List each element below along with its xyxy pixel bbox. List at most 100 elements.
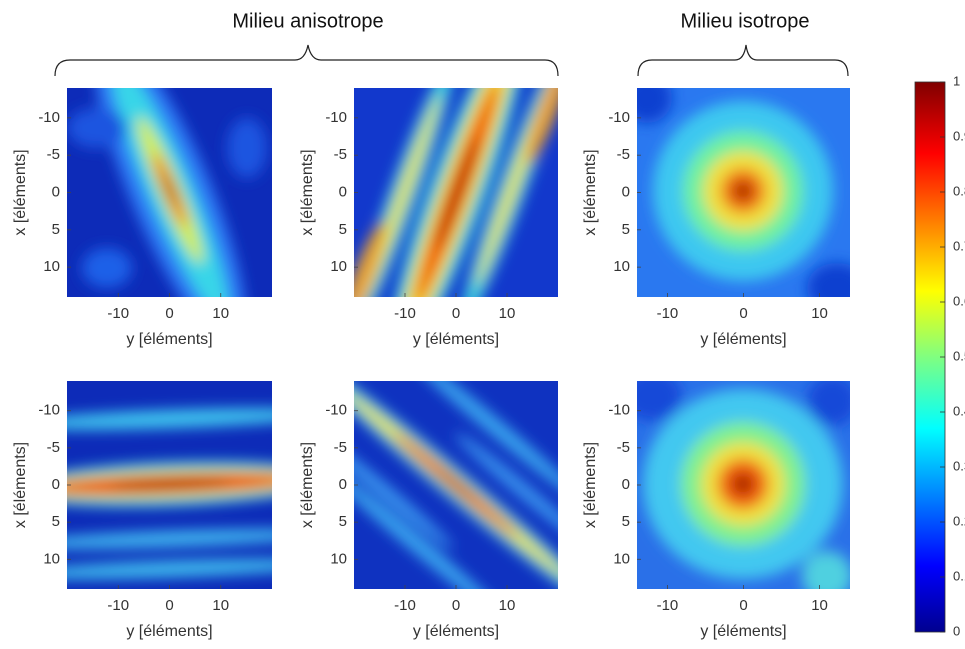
group-label: Milieu anisotrope xyxy=(232,10,383,32)
x-axis-label: y [éléments] xyxy=(700,331,786,348)
x-tick-label: 10 xyxy=(499,305,516,322)
y-tick-label: -5 xyxy=(334,146,347,163)
x-axis-label: y [éléments] xyxy=(413,623,499,640)
y-tick-label: 5 xyxy=(52,221,60,238)
y-tick-label: -5 xyxy=(617,439,630,456)
heat-region xyxy=(637,88,672,123)
y-tick-label: -5 xyxy=(617,146,630,163)
x-tick-label: 10 xyxy=(499,597,516,614)
colorbar-tick-label: 1 xyxy=(953,73,960,88)
heatmap xyxy=(637,88,850,297)
x-tick-label: 0 xyxy=(452,305,460,322)
y-tick-label: 0 xyxy=(52,476,60,493)
y-tick-label: 5 xyxy=(622,513,630,530)
y-tick-label: 10 xyxy=(330,258,347,275)
heat-region xyxy=(454,432,558,550)
colorbar-tick-label: 0.5 xyxy=(953,348,965,363)
heatmap-field xyxy=(67,88,267,297)
heat-region xyxy=(227,118,267,178)
colorbar-tick-label: 0.7 xyxy=(953,238,965,253)
y-tick-label: 5 xyxy=(339,513,347,530)
heat-region xyxy=(354,432,454,550)
y-tick-label: -10 xyxy=(325,109,347,126)
x-tick-label: 10 xyxy=(212,305,229,322)
y-tick-label: 5 xyxy=(52,513,60,530)
heatmap xyxy=(354,88,558,297)
x-tick-label: 0 xyxy=(452,597,460,614)
y-axis-label: x [éléments] xyxy=(582,442,599,528)
bracket xyxy=(637,44,849,77)
y-tick-label: -10 xyxy=(325,402,347,419)
heat-region xyxy=(67,559,272,579)
y-tick-label: -5 xyxy=(47,439,60,456)
x-tick-label: 0 xyxy=(165,305,173,322)
x-tick-label: -10 xyxy=(394,597,416,614)
heat-region xyxy=(733,474,753,494)
colorbar-tick-label: 0.6 xyxy=(953,293,965,308)
colorbar-tick-label: 0.8 xyxy=(953,183,965,198)
y-tick-label: -10 xyxy=(38,109,60,126)
heatmap-field xyxy=(637,88,850,297)
heatmap-field xyxy=(354,88,558,297)
heatmap xyxy=(67,381,272,589)
heat-region xyxy=(67,408,272,430)
y-tick-label: -10 xyxy=(608,402,630,419)
x-tick-label: 0 xyxy=(739,305,747,322)
x-tick-label: -10 xyxy=(657,305,679,322)
colorbar-tick-label: 0 xyxy=(953,623,960,638)
colorbar-tick-label: 0.4 xyxy=(953,403,965,418)
y-tick-label: 5 xyxy=(339,221,347,238)
x-axis-label: y [éléments] xyxy=(126,623,212,640)
colorbar-tick-label: 0.1 xyxy=(953,568,965,583)
heatmap xyxy=(637,381,850,589)
y-axis-label: x [éléments] xyxy=(12,149,29,235)
y-axis-label: x [éléments] xyxy=(299,442,316,528)
y-tick-label: 10 xyxy=(43,550,60,567)
y-tick-label: 10 xyxy=(330,550,347,567)
heat-region xyxy=(807,381,850,426)
x-axis-label: y [éléments] xyxy=(700,623,786,640)
colorbar-tick-label: 0.2 xyxy=(953,513,965,528)
y-tick-label: 0 xyxy=(52,183,60,200)
y-axis-label: x [éléments] xyxy=(582,149,599,235)
bracket xyxy=(54,44,559,77)
colorbar: 0 0.1 0.2 0.3 0.4 0.5 0.6 0.7 0.8 0.9 1 xyxy=(914,73,965,638)
heatmap-field xyxy=(67,408,272,579)
x-tick-label: 10 xyxy=(811,597,828,614)
y-tick-label: -5 xyxy=(47,146,60,163)
heat-region xyxy=(354,468,512,589)
group-label: Milieu isotrope xyxy=(681,10,810,32)
heatmap-field xyxy=(637,381,850,589)
y-tick-label: 0 xyxy=(622,183,630,200)
heat-region xyxy=(162,173,178,207)
heat-region xyxy=(807,263,850,297)
x-tick-label: -10 xyxy=(107,305,129,322)
heat-region xyxy=(354,222,385,297)
x-axis-label: y [éléments] xyxy=(413,331,499,348)
heat-region xyxy=(637,381,682,421)
heat-region xyxy=(436,468,476,502)
heat-region xyxy=(67,529,272,549)
heat-region xyxy=(526,88,558,164)
x-axis-label: y [éléments] xyxy=(126,331,212,348)
y-tick-label: 0 xyxy=(339,183,347,200)
y-tick-label: 0 xyxy=(339,476,347,493)
y-tick-label: -5 xyxy=(334,439,347,456)
y-tick-label: -10 xyxy=(38,402,60,419)
y-tick-label: -10 xyxy=(608,109,630,126)
x-tick-label: 10 xyxy=(212,597,229,614)
x-tick-label: -10 xyxy=(107,597,129,614)
x-tick-label: 0 xyxy=(165,597,173,614)
colorbar-tick-label: 0.9 xyxy=(953,128,965,143)
y-tick-label: 10 xyxy=(43,258,60,275)
x-tick-label: 0 xyxy=(739,597,747,614)
heat-region xyxy=(82,248,132,288)
x-tick-label: 10 xyxy=(811,305,828,322)
heat-region xyxy=(435,136,479,250)
y-tick-label: 0 xyxy=(622,476,630,493)
y-tick-label: 5 xyxy=(622,221,630,238)
heatmap xyxy=(67,88,272,297)
x-tick-label: -10 xyxy=(394,305,416,322)
y-tick-label: 10 xyxy=(613,550,630,567)
